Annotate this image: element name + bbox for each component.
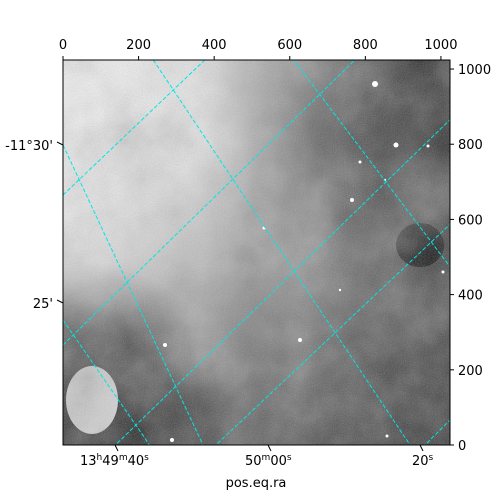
image-panel [63, 60, 450, 445]
star-9 [441, 270, 445, 274]
star-7 [170, 438, 174, 442]
star-1 [393, 142, 399, 148]
plot-frame [62, 59, 451, 446]
top-x-tick-label-1: 200 [126, 38, 151, 53]
ra-tick-label-3: 20s [412, 453, 434, 469]
right-y-tick-label-1: 200 [458, 364, 483, 379]
noise-texture [63, 60, 450, 445]
right-y-tick-label-0: 0 [458, 439, 466, 454]
ra-tick-label-1: 13h49m40s [80, 453, 149, 469]
ra-tick-mark-3 [419, 444, 424, 452]
grid-line-0 [63, 60, 206, 196]
star-5 [163, 343, 167, 347]
dec-tick-label-2: 25' [33, 297, 53, 312]
grid-line-6 [152, 60, 411, 445]
dec-tick-mark-1 [56, 141, 64, 146]
star-6 [298, 338, 302, 342]
grid-line-8 [63, 319, 151, 445]
star-0 [372, 81, 378, 87]
coordinate-grid [63, 60, 450, 445]
right-y-tick-label-2: 400 [458, 289, 483, 304]
ra-tick-mark-2 [267, 444, 272, 452]
right-y-tick-label-3: 600 [458, 213, 483, 228]
grid-line-3 [215, 223, 450, 445]
right-y-tick-label-5: 1000 [458, 63, 491, 78]
ra-tick-label-2: 50m00s [245, 453, 292, 469]
top-x-tick-label-4: 800 [353, 38, 378, 53]
star-3 [350, 198, 354, 202]
star-8 [385, 434, 389, 438]
dec-axis-labels: -11°30' 25' [5, 139, 64, 312]
top-x-tick-label-0: 0 [59, 38, 67, 53]
dec-tick-mark-2 [56, 299, 64, 304]
top-x-tick-label-2: 400 [202, 38, 227, 53]
ra-tick-mark-1 [114, 444, 119, 452]
grid-line-7 [293, 60, 450, 268]
ra-axis-labels: 13h49m40s 50m00s 20s [80, 444, 434, 469]
star-10 [426, 144, 430, 148]
star-12 [338, 288, 342, 292]
top-x-tick-label-3: 600 [277, 38, 302, 53]
dec-tick-label-1: -11°30' [5, 139, 53, 154]
top-x-tick-label-5: 1000 [424, 38, 457, 53]
grid-line-1 [63, 60, 356, 346]
right-y-tick-label-4: 800 [458, 138, 483, 153]
pixel-axis-ticks: 0 200 400 600 800 1000 0 200 400 600 800 1000 [59, 38, 491, 454]
star-2 [358, 160, 362, 164]
grid-line-5 [63, 144, 204, 445]
x-axis-title: pos.eq.ra [226, 476, 287, 491]
